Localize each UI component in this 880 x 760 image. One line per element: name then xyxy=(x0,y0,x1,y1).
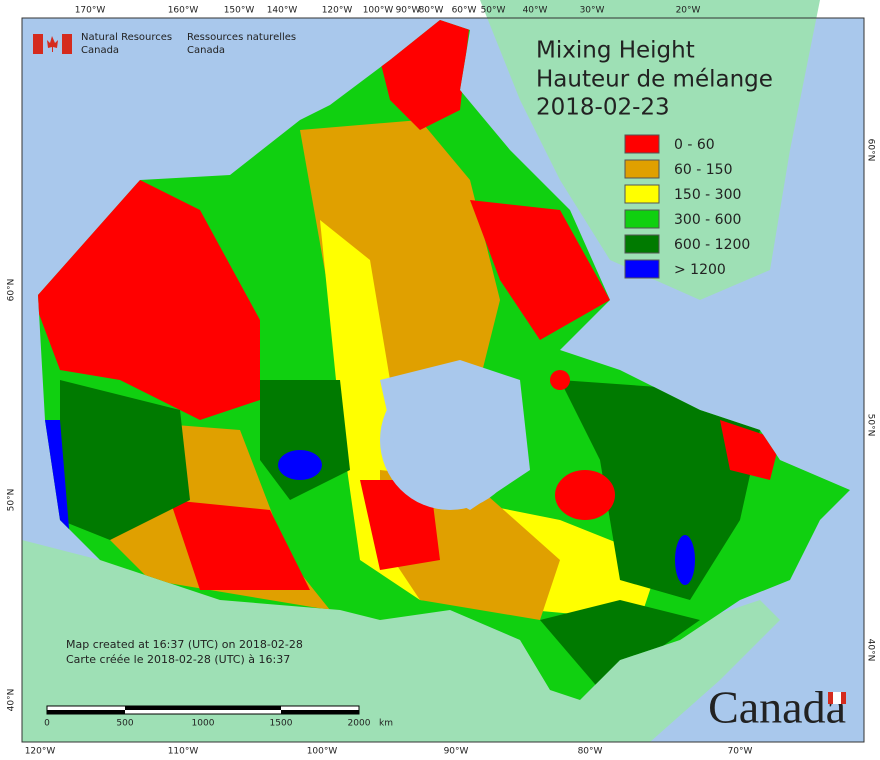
graticule-label: 20°W xyxy=(676,6,701,16)
graticule-label: 70°W xyxy=(728,747,753,757)
graticule-label: 90°W xyxy=(444,747,469,757)
agency-en: Natural Resources xyxy=(81,32,172,43)
logo xyxy=(33,34,72,54)
graticule-label: 60°N xyxy=(7,279,17,302)
graticule-label: 60°N xyxy=(866,139,876,162)
legend-swatch xyxy=(624,259,660,279)
agency-fr: Canada xyxy=(187,45,225,56)
legend-label: 600 - 1200 xyxy=(674,237,750,253)
legend-swatch xyxy=(624,209,660,229)
credit: Carte créée le 2018-02-28 (UTC) à 16:37 xyxy=(66,653,290,666)
legend-label: > 1200 xyxy=(674,262,726,278)
graticule-label: 40°N xyxy=(866,639,876,662)
graticule-label: 100°W xyxy=(307,747,338,757)
title: 2018-02-23 xyxy=(536,95,670,121)
graticule-label: 60°W xyxy=(452,6,477,16)
graticule-label: 120°W xyxy=(25,747,56,757)
frame xyxy=(21,17,865,743)
graticule-label: 30°W xyxy=(580,6,605,16)
graticule-label: 50°N xyxy=(866,414,876,437)
title: Mixing Height xyxy=(536,38,695,64)
graticule-label: 170°W xyxy=(75,6,106,16)
scale-bar xyxy=(46,705,360,715)
graticule-label: 40°W xyxy=(523,6,548,16)
wordmark: Canada xyxy=(708,682,846,733)
graticule-label: 100°W xyxy=(363,6,394,16)
graticule-label: 80°W xyxy=(578,747,603,757)
graticule-label: 80°W xyxy=(419,6,444,16)
graticule-label: 160°W xyxy=(168,6,199,16)
legend-swatch xyxy=(624,159,660,179)
scale-label: 0 xyxy=(44,719,50,729)
legend-swatch xyxy=(624,184,660,204)
legend-label: 0 - 60 xyxy=(674,137,715,153)
agency-en: Canada xyxy=(81,45,119,56)
wordmark-flag xyxy=(828,692,833,704)
legend-label: 60 - 150 xyxy=(674,162,733,178)
credit: Map created at 16:37 (UTC) on 2018-02-28 xyxy=(66,638,303,651)
scale-label: 1000 xyxy=(192,719,215,729)
scale-label: 2000 xyxy=(348,719,371,729)
scale-label: 1500 xyxy=(270,719,293,729)
title: Hauteur de mélange xyxy=(536,67,773,93)
agency-fr: Ressources naturelles xyxy=(187,32,296,43)
graticule-label: 150°W xyxy=(224,6,255,16)
scale-label: 500 xyxy=(116,719,133,729)
scale-unit: km xyxy=(379,719,393,729)
legend-label: 300 - 600 xyxy=(674,212,741,228)
legend-swatch xyxy=(624,234,660,254)
graticule-label: 120°W xyxy=(322,6,353,16)
graticule-label: 50°W xyxy=(481,6,506,16)
graticule-label: 90°W xyxy=(396,6,421,16)
graticule-label: 140°W xyxy=(267,6,298,16)
graticule-label: 50°N xyxy=(7,489,17,512)
graticule-label: 110°W xyxy=(168,747,199,757)
graticule-label: 40°N xyxy=(7,689,17,712)
legend-swatch xyxy=(624,134,660,154)
wordmark-flag xyxy=(841,692,846,704)
legend-label: 150 - 300 xyxy=(674,187,741,203)
